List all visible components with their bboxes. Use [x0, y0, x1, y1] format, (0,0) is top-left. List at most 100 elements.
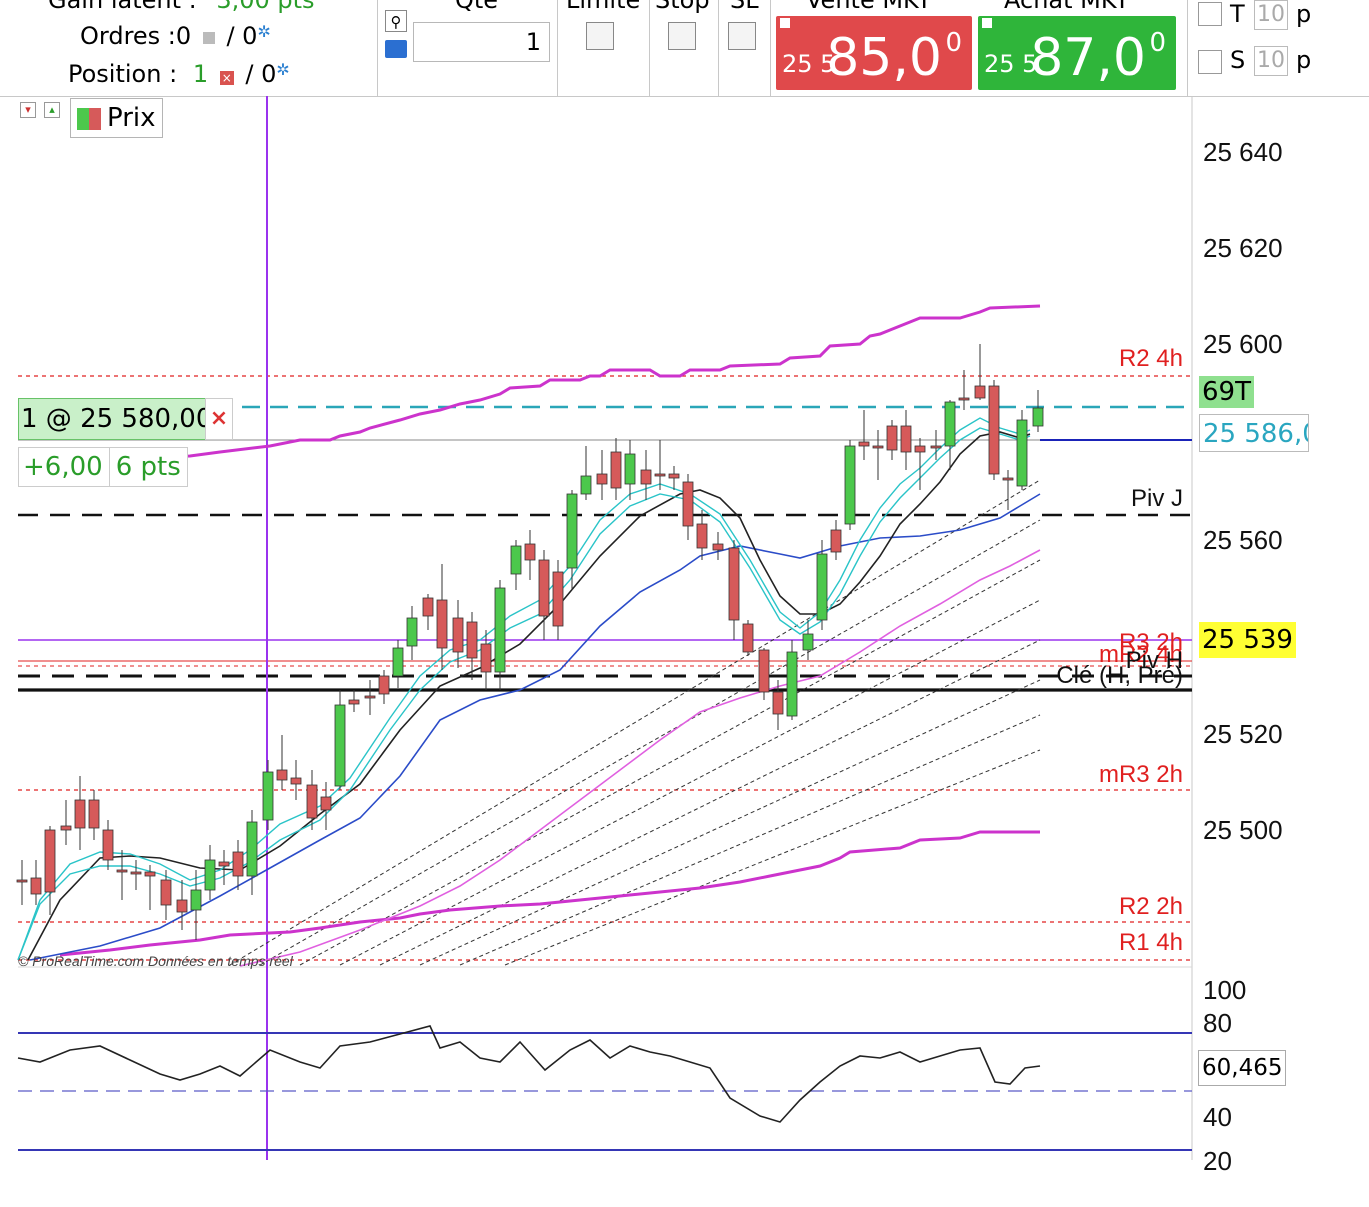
sl-header: SL [730, 0, 759, 14]
price-legend-label: Prix [107, 103, 156, 133]
candle-body [900, 425, 912, 453]
position-gear-icon[interactable]: ✲ [276, 60, 290, 79]
candle-body [1016, 419, 1028, 487]
candle-body [858, 441, 870, 447]
trailing-unit: p [1296, 0, 1312, 28]
candle-body [510, 545, 522, 575]
candle-body [728, 547, 740, 621]
price-chart[interactable]: © ProRealTime.com Données en temps réel … [0, 96, 1369, 1207]
trailing-input[interactable]: 10 [1254, 0, 1288, 30]
osc-tick: 20 [1203, 1146, 1232, 1176]
candle-body [116, 869, 128, 873]
candle-body [538, 559, 550, 617]
orders-count: 0 [175, 22, 192, 50]
ma-teal-a [17, 417, 1031, 961]
orders-sep: / 0 [226, 22, 258, 50]
gain-line: Gain latent : 3,00 pts [48, 0, 315, 14]
position-count: 1 [192, 60, 209, 88]
candle-body [1032, 407, 1044, 427]
qty-input[interactable]: 1 [413, 22, 550, 62]
position-close-button[interactable]: × [205, 398, 233, 440]
candle-body [654, 473, 666, 477]
osc-tick: 80 [1203, 1008, 1232, 1038]
sell-arrow-icon [780, 18, 790, 28]
price-tick: 25 620 [1203, 233, 1283, 263]
orders-line: Ordres :0 / 0✲ [80, 22, 271, 50]
label-piv-h: Piv H [1126, 647, 1183, 674]
collapse-icon[interactable]: ▾ [20, 102, 36, 118]
expand-icon[interactable]: ▴ [44, 102, 60, 118]
gain-value: 3,00 pts [216, 0, 315, 14]
label-mr-4h: mR2 4h [1099, 641, 1183, 668]
orders-box-icon[interactable] [202, 32, 215, 44]
orders-label: Ordres : [80, 22, 176, 50]
candle-body [596, 473, 608, 485]
candle-body [1002, 477, 1014, 481]
candle-body [102, 829, 114, 861]
ma-magenta [239, 549, 1041, 967]
buy-header: Achat MKT [1004, 0, 1130, 14]
candle-body [772, 691, 784, 715]
stop-checkbox[interactable] [1198, 50, 1222, 74]
candle-body [816, 553, 828, 621]
toolbar-divider [649, 0, 650, 96]
candle-body [974, 385, 986, 399]
price-color-icon-red [89, 107, 101, 130]
stop-label: S [1230, 46, 1246, 74]
candle-body [130, 871, 142, 875]
trailing-checkbox[interactable] [1198, 2, 1222, 26]
wrench-icon[interactable]: ⚲ [385, 10, 407, 32]
stop-header: Stop [655, 0, 710, 14]
keyboard-icon[interactable] [385, 40, 407, 58]
price-legend[interactable]: Prix [70, 98, 163, 138]
candle-body [886, 425, 898, 451]
buy-price-prefix: 25 5 [984, 50, 1038, 78]
candle-body [246, 821, 258, 877]
limit-order-icon[interactable] [586, 22, 614, 50]
price-color-icon [77, 107, 89, 130]
candle-body [378, 675, 390, 695]
candle-body [872, 445, 884, 449]
candle-body [682, 481, 694, 527]
price-axis: 25 640 25 620 25 600 25 560 25 520 25 50… [1203, 137, 1283, 845]
toolbar-divider [770, 0, 771, 96]
stop-input[interactable]: 10 [1254, 46, 1288, 76]
candle-body [712, 543, 724, 551]
candle-body [232, 851, 244, 877]
candle-body [494, 587, 506, 673]
candle-body [640, 469, 652, 485]
position-line: Position : 1 × / 0✲ [68, 60, 290, 88]
candle-body [830, 529, 842, 553]
candle-body [668, 473, 680, 479]
orders-gear-icon[interactable]: ✲ [257, 22, 271, 41]
position-close-icon[interactable]: × [219, 71, 234, 85]
candle-body [364, 695, 376, 699]
fan-lines [229, 479, 1041, 966]
stop-order-icon[interactable] [668, 22, 696, 50]
candle-body [802, 633, 814, 651]
candle-body [466, 621, 478, 659]
candle-body [144, 871, 156, 877]
candle-body [306, 784, 318, 819]
label-cle: Clé (H, Pré) [1056, 662, 1183, 689]
candles [16, 344, 1044, 940]
position-entry-tag[interactable]: 1 @ 25 580,00 [18, 398, 220, 440]
sell-market-button[interactable]: 25 5 85,0 0 [776, 16, 972, 90]
sl-order-icon[interactable] [728, 22, 756, 50]
candle-body [436, 599, 448, 649]
label-r1-4h: R1 4h [1119, 929, 1183, 956]
candle-body [262, 771, 274, 821]
candle-body [30, 877, 42, 895]
buy-market-button[interactable]: 25 5 87,0 0 [978, 16, 1176, 90]
osc-tick: 40 [1203, 1102, 1232, 1132]
position-label: Position : [68, 60, 178, 88]
candle-body [758, 649, 770, 693]
candle-body [610, 451, 622, 489]
candle-body [190, 889, 202, 911]
ma-blue [29, 493, 1041, 961]
position-sep: / 0 [245, 60, 277, 88]
candle-body [844, 445, 856, 525]
trading-toolbar: Gain latent : 3,00 pts Ordres :0 / 0✲ Po… [0, 0, 1369, 97]
sell-price-main: 85,0 [826, 28, 942, 88]
candle-body [160, 879, 172, 906]
